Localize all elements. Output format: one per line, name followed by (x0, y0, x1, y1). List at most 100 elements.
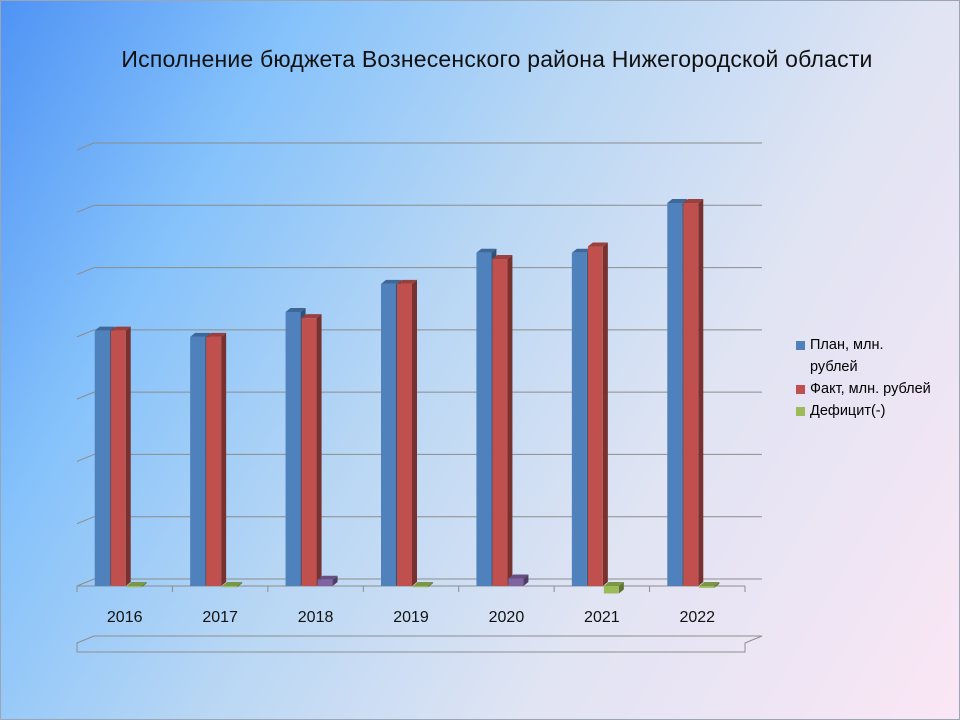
bar-top (94, 326, 115, 331)
bar-front (285, 311, 301, 586)
legend-item-deficit: Дефицит(-) (794, 400, 934, 422)
bar-side (412, 279, 417, 586)
bar-front (571, 252, 587, 586)
bar-front (301, 318, 317, 586)
bar-top (222, 582, 243, 586)
bar-top (110, 326, 131, 331)
bar-top (683, 198, 704, 203)
bar-front (699, 586, 715, 588)
bar-факт-2019 (397, 279, 417, 586)
x-tick-label-2016: 2016 (107, 609, 143, 626)
bar-top (667, 198, 688, 203)
bar-side (698, 198, 704, 586)
bar-дефицит(-)-2021 (603, 582, 624, 594)
gridline-perspective (76, 516, 95, 525)
legend-label-deficit: Дефицит(-) (810, 403, 886, 419)
x-tick-label-2022: 2022 (679, 609, 715, 626)
bar-top (571, 248, 592, 253)
bar-top (190, 332, 211, 337)
bar-top (206, 332, 227, 337)
gridline-perspective (76, 329, 95, 338)
bar-side (332, 575, 338, 586)
x-tick-label-2020: 2020 (489, 609, 525, 626)
bar-front (476, 252, 492, 586)
x-tick-label-2017: 2017 (202, 609, 238, 626)
bar-side (602, 242, 608, 587)
bar-front (492, 259, 508, 586)
legend-label-plan: План, млн. рублей (810, 337, 884, 375)
legend-swatch-plan (796, 341, 805, 350)
gridline-perspective (76, 204, 95, 213)
bar-side (714, 582, 720, 588)
bar-факт-2021 (587, 242, 608, 587)
bar-top (317, 575, 338, 580)
bar-дефицит(-)-2018 (317, 575, 338, 586)
legend-item-plan: План, млн. рублей (794, 334, 934, 378)
bar-front (683, 202, 699, 586)
x-tick-label-2018: 2018 (298, 609, 334, 626)
bar-front (206, 336, 222, 586)
bar-side (618, 582, 624, 594)
bar-top (285, 307, 306, 312)
x-tick-labels: 2016 2017 2018 2019 2020 2021 2022 (107, 609, 715, 626)
bar-front (587, 246, 603, 587)
bar-факт-2016 (110, 326, 131, 586)
legend-item-fact: Факт, млн. рублей (794, 378, 934, 400)
bar-top (413, 582, 433, 586)
gridlines (76, 142, 762, 592)
bar-top (126, 582, 147, 586)
bar-top (603, 582, 624, 586)
bar-дефицит(-)-2022 (699, 582, 720, 588)
bar-side (523, 574, 529, 586)
chart-title: Исполнение бюджета Вознесенского района … (121, 46, 873, 72)
legend-swatch-fact (796, 385, 805, 394)
base-plate (76, 635, 763, 653)
bar-top (492, 255, 513, 259)
x-tick-label-2019: 2019 (393, 609, 429, 626)
bar-front (413, 586, 428, 588)
bar-side (221, 332, 227, 586)
bar-side (316, 314, 322, 586)
bar-side (507, 255, 513, 586)
bar-дефицит(-)-2019 (413, 582, 433, 588)
legend: План, млн. рублей Факт, млн. рублей Дефи… (794, 334, 934, 422)
bar-top (699, 582, 720, 586)
bar-front (94, 330, 110, 586)
gridline-perspective (76, 142, 95, 151)
bars (94, 198, 720, 594)
bar-front (397, 283, 412, 586)
bar-front (508, 578, 524, 586)
bar-front (317, 579, 333, 586)
gridline-perspective (76, 453, 95, 462)
bar-front (667, 202, 683, 586)
gridline-perspective (76, 391, 95, 400)
bar-top (508, 574, 529, 579)
bar-дефицит(-)-2016 (126, 582, 147, 588)
bar-front (190, 336, 206, 586)
bar-side (125, 326, 131, 586)
bar-front (126, 586, 142, 588)
bar-дефицит(-)-2020 (508, 574, 529, 586)
bar-top (381, 279, 401, 284)
bar-side (141, 582, 147, 588)
bar-top (301, 314, 322, 319)
legend-swatch-deficit (796, 407, 805, 416)
bar-front (110, 330, 126, 586)
bar-front (222, 586, 238, 588)
bar-дефицит(-)-2017 (222, 582, 243, 588)
bar-факт-2017 (206, 332, 227, 586)
bar-front (381, 283, 396, 586)
bar-side (237, 582, 243, 588)
bar-top (397, 279, 417, 284)
bar-факт-2018 (301, 314, 322, 586)
bar-side (428, 582, 433, 588)
gridline-perspective (76, 267, 95, 276)
legend-label-fact: Факт, млн. рублей (810, 381, 931, 397)
gridline-perspective (76, 578, 95, 587)
bar-факт-2022 (683, 198, 704, 586)
bar-факт-2020 (492, 255, 513, 586)
bar-front (603, 586, 619, 594)
x-tick-label-2021: 2021 (584, 609, 620, 626)
chart-floor (76, 635, 763, 653)
